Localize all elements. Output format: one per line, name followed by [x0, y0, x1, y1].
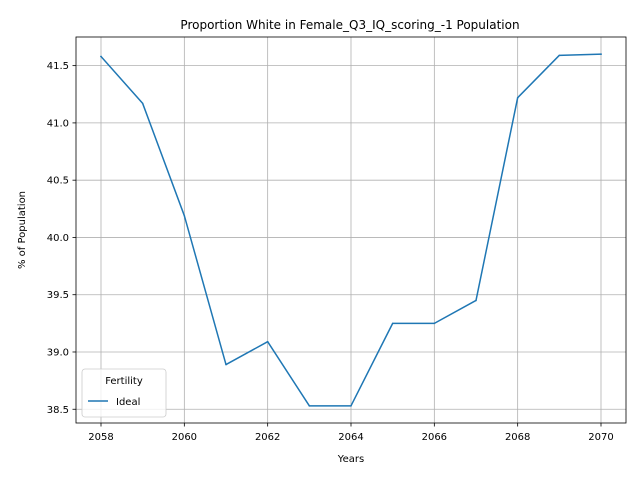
data-point	[225, 363, 227, 366]
data-point	[183, 214, 186, 217]
legend-label-ideal: Ideal	[116, 397, 140, 408]
x-axis-label: Years	[337, 454, 364, 465]
x-tick-label: 2058	[88, 432, 113, 443]
data-point	[516, 96, 519, 99]
y-tick-label: 41.5	[47, 61, 69, 72]
y-tick-label: 39.5	[47, 290, 69, 301]
chart-title: Proportion White in Female_Q3_IQ_scoring…	[180, 18, 519, 32]
series-layer	[99, 53, 602, 407]
y-tick-label: 38.5	[47, 405, 69, 416]
data-point	[600, 53, 602, 55]
y-tick-label: 41.0	[47, 118, 69, 129]
legend-title: Fertility	[105, 376, 143, 387]
data-point	[308, 405, 311, 407]
data-point	[391, 322, 394, 325]
x-tick-label: 2064	[338, 432, 363, 443]
legend: Fertility Ideal	[81, 368, 167, 418]
data-point	[558, 54, 561, 57]
y-tick-label: 39.0	[47, 347, 69, 358]
x-tick-label: 2062	[255, 432, 280, 443]
y-tick-label: 40.5	[47, 176, 69, 187]
axis-ticks: 2058 2060 2062 2064 2066 2068 2070 38.5 39.0 39.5…	[47, 61, 614, 443]
data-point	[100, 55, 102, 58]
data-point	[141, 102, 144, 105]
data-point	[475, 299, 477, 302]
data-point	[266, 340, 269, 343]
legend-box	[81, 368, 167, 418]
data-point	[433, 322, 436, 325]
data-point	[350, 405, 352, 407]
x-tick-label: 2068	[505, 432, 530, 443]
y-axis-label: % of Population	[17, 191, 28, 269]
y-tick-label: 40.0	[47, 233, 69, 244]
x-tick-label: 2070	[588, 432, 613, 443]
x-tick-label: 2066	[422, 432, 447, 443]
x-tick-label: 2060	[172, 432, 197, 443]
